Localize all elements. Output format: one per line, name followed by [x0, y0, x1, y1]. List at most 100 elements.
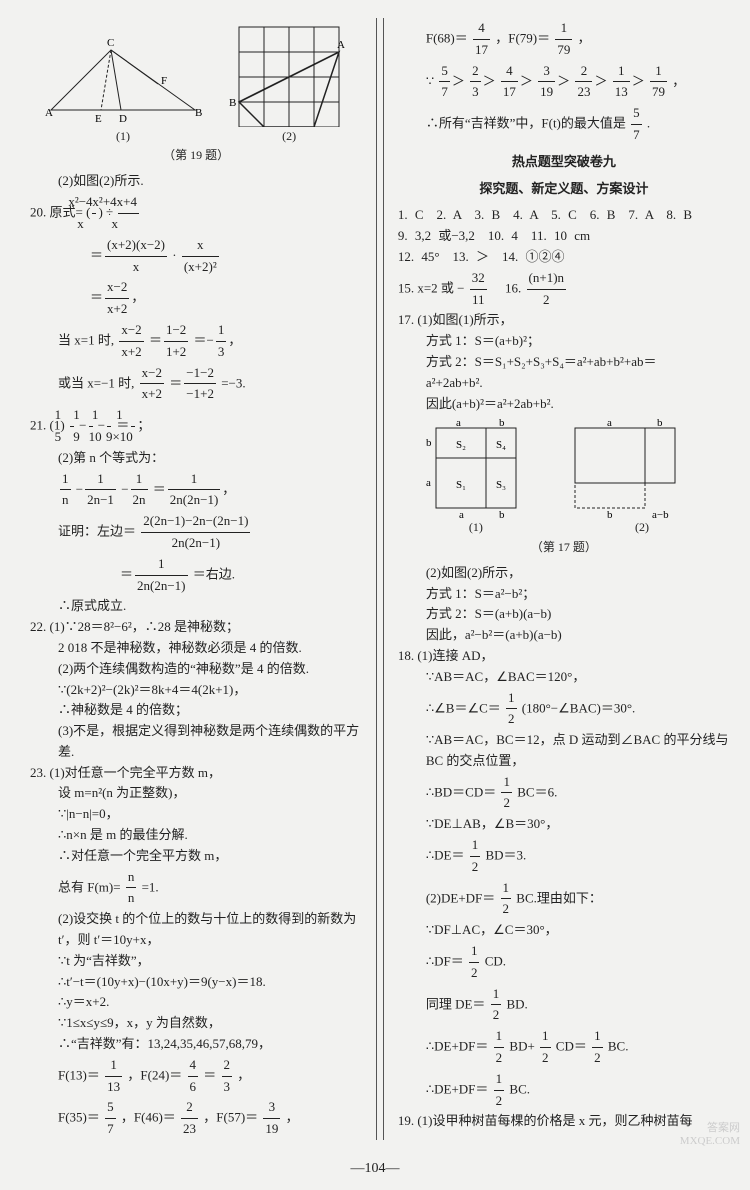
section-title-1: 热点题型突破卷九 — [398, 152, 730, 173]
svg-text:b: b — [426, 437, 432, 449]
answers-1: 1. C 2. A 3. B 4. A 5. C 6. B 7. A 8. B — [398, 205, 730, 226]
q17-5: (2)如图(2)所示， — [398, 563, 730, 584]
q21-3b: ＝12n(2n−1) ＝右边. — [30, 554, 362, 597]
q17-2: 方式 1：S＝(a+b)²； — [398, 331, 730, 352]
figure-17-2-svg: a b b a−b — [567, 418, 717, 518]
q21-3: 证明：左边＝ 2(2n−1)−2n−(2n−1)2n(2n−1) — [30, 511, 362, 554]
q17-8: 因此，a²−b²＝(a+b)(a−b) — [398, 625, 730, 646]
answers-3: 12. 45° 13. ＞ 14. ①②④ — [398, 247, 730, 268]
q23-6: 总有 F(m)= nn =1. — [30, 867, 362, 910]
q18-4: ∵AB＝AC，BC＝12，点 D 运动到∠BAC 的平分线与 BC 的交点位置， — [398, 730, 730, 772]
r-line3: ∴所有“吉祥数”中，F(t)的最大值是 57 . — [398, 103, 730, 146]
figure-19-2-svg: B A E C D — [229, 22, 349, 127]
label-F: F — [161, 75, 167, 87]
q18-1: 18. (1)连接 AD， — [398, 646, 730, 667]
svg-text:S₂: S₂ — [456, 439, 466, 451]
q17-4: 因此(a+b)²＝a²+2ab+b². — [398, 394, 730, 415]
q22-6: (3)不是，根据定义得到神秘数是两个连续偶数的平方差. — [30, 721, 362, 763]
fig19-caption: （第 19 题） — [30, 146, 362, 165]
q18-2: ∵AB＝AC，∠BAC＝120°， — [398, 667, 730, 688]
q18-12: ∴DE+DF＝ 12 BD+ 12 CD＝ 12 BC. — [398, 1026, 730, 1069]
q23-13: F(13)＝ 113 ，F(24)＝ 46 ＝ 23 ， — [30, 1055, 362, 1098]
column-separator — [376, 18, 384, 1140]
watermark-line1: 答案网 — [680, 1122, 740, 1135]
svg-text:b: b — [499, 509, 505, 518]
svg-text:A: A — [337, 39, 345, 51]
q17-3b: a²+2ab+b². — [398, 373, 730, 394]
svg-text:S₄: S₄ — [496, 439, 506, 451]
q23-3: ∵|n−n|=0， — [30, 804, 362, 825]
answers-2: 9. 3,2 或−3,2 10. 4 11. 10 cm — [398, 226, 730, 247]
q18-11: 同理 DE＝ 12 BD. — [398, 984, 730, 1027]
q22-1: 22. (1)∵28＝8²−6²，∴28 是神秘数； — [30, 617, 362, 638]
svg-text:b: b — [657, 418, 663, 429]
q20-l5: 或当 x=−1 时, x−2x+2 ＝−1−2−1+2 =−3. — [30, 363, 362, 406]
q23-4: ∴n×n 是 m 的最佳分解. — [30, 825, 362, 846]
q20-l2: ＝(x+2)(x−2)x · x(x+2)² — [30, 235, 362, 278]
q23-2: 设 m=n²(n 为正整数)， — [30, 783, 362, 804]
q18-13: ∴DE+DF＝ 12 BC. — [398, 1069, 730, 1112]
q23-11: ∵1≤x≤y≤9，x，y 为自然数， — [30, 1013, 362, 1034]
q18-7: ∴DE＝ 12 BD＝3. — [398, 835, 730, 878]
answers-4: 15. x=2 或 − 3211 16. (n+1)n2 — [398, 268, 730, 311]
q23-14: F(35)＝ 57 ，F(46)＝ 223 ，F(57)＝ 319 ， — [30, 1097, 362, 1140]
q22-3: (2)两个连续偶数构造的“神秘数”是 4 的倍数. — [30, 659, 362, 680]
q23-1: 23. (1)对任意一个完全平方数 m， — [30, 763, 362, 784]
label-B: B — [195, 107, 202, 119]
q23-9: ∴t′−t＝(10y+x)−(10x+y)＝9(y−x)＝18. — [30, 972, 362, 993]
q18-8: (2)DE+DF＝ 12 BC.理由如下： — [398, 878, 730, 921]
figure-19: A B C D E F (1) — [30, 22, 362, 165]
q23-7: (2)设交换 t 的个位上的数与十位上的数得到的新数为 t′，则 t′＝10y+… — [30, 909, 362, 951]
q21-2: (2)第 n 个等式为： — [30, 448, 362, 469]
svg-text:b: b — [499, 418, 505, 429]
q21-1: 21. (1) 15 −19 −110 ＝19×10； — [30, 405, 362, 448]
figure-17-1-svg: S₂ S₄ S₁ S₃ a b b a a b — [411, 418, 541, 518]
svg-text:a: a — [426, 477, 431, 489]
fig17-caption: （第 17 题） — [398, 538, 730, 557]
svg-text:b: b — [607, 509, 613, 518]
svg-text:a: a — [459, 509, 464, 518]
q18-3: ∴∠B＝∠C＝ 12 (180°−∠BAC)＝30°. — [398, 688, 730, 731]
fig17-2-cap: (2) — [567, 518, 717, 537]
q20-line1: 20. 原式= (x²−4x) ÷ x²+4x+4x — [30, 192, 362, 235]
page-number: —104— — [0, 1152, 750, 1190]
q18-6: ∵DE⊥AB，∠B＝30°， — [398, 814, 730, 835]
q19-2: (2)如图(2)所示. — [30, 171, 362, 192]
q17-6: 方式 1：S＝a²−b²； — [398, 584, 730, 605]
r-line1: F(68)＝ 417 ，F(79)＝ 179 ， — [398, 18, 730, 61]
figure-19-1-svg: A B C D E F — [43, 32, 203, 127]
watermark-line2: MXQE.COM — [680, 1135, 740, 1148]
figure-17: S₂ S₄ S₁ S₃ a b b a a b (1) — [398, 418, 730, 556]
q20-l3: ＝x−2x+2， — [30, 277, 362, 320]
label-A: A — [45, 107, 53, 119]
q21-2b: 1n −12n−1 −12n ＝12n(2n−1)， — [30, 469, 362, 512]
q23-10: ∴y＝x+2. — [30, 992, 362, 1013]
fig19-2-cap: (2) — [229, 127, 349, 146]
q17-1: 17. (1)如图(1)所示， — [398, 310, 730, 331]
svg-text:S₁: S₁ — [456, 479, 466, 491]
q22-4: ∵(2k+2)²−(2k)²＝8k+4＝4(2k+1)， — [30, 680, 362, 701]
svg-text:a: a — [456, 418, 461, 429]
q18-10: ∴DF＝ 12 CD. — [398, 941, 730, 984]
q23-8: ∵t 为“吉祥数”， — [30, 951, 362, 972]
r-line2: ∵ 57＞ 23＞ 417＞ 319＞ 223＞ 113＞ 179 ， — [398, 61, 730, 104]
q17-3: 方式 2：S＝S₁+S₂+S₃+S₄＝a²+ab+b²+ab＝ — [398, 352, 730, 373]
label-C: C — [107, 37, 114, 49]
label-E: E — [95, 113, 102, 125]
q23-5: ∴对任意一个完全平方数 m， — [30, 846, 362, 867]
svg-text:a−b: a−b — [652, 509, 669, 518]
fig19-1-cap: (1) — [43, 127, 203, 146]
q18-9: ∵DF⊥AC，∠C＝30°， — [398, 920, 730, 941]
q22-2: 2 018 不是神秘数，神秘数必须是 4 的倍数. — [30, 638, 362, 659]
q20-l4: 当 x=1 时, x−2x+2 ＝1−21+2 ＝−13， — [30, 320, 362, 363]
q18-5: ∴BD＝CD＝ 12 BC＝6. — [398, 772, 730, 815]
q22-5: ∴神秘数是 4 的倍数； — [30, 700, 362, 721]
svg-text:S₃: S₃ — [496, 479, 506, 491]
watermark: 答案网 MXQE.COM — [680, 1122, 740, 1148]
svg-text:a: a — [607, 418, 612, 429]
label-D: D — [119, 113, 127, 125]
q21-4: ∴原式成立. — [30, 596, 362, 617]
section-title-2: 探究题、新定义题、方案设计 — [398, 179, 730, 200]
svg-text:B: B — [229, 97, 236, 109]
q23-12: ∴“吉祥数”有：13,24,35,46,57,68,79， — [30, 1034, 362, 1055]
